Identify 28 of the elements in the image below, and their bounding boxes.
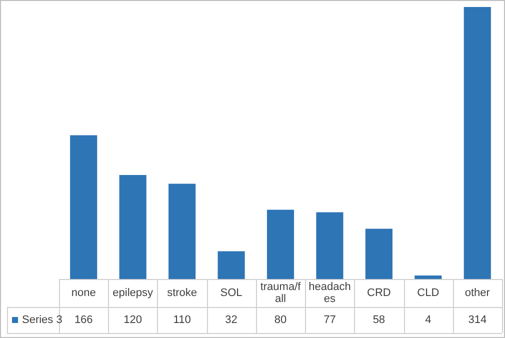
x-tick-label: SOL [220, 287, 242, 300]
bar [414, 276, 442, 279]
x-tick-label: other [464, 287, 490, 300]
data-label: 110 [173, 314, 191, 326]
data-label: 166 [74, 314, 93, 326]
data-label: 314 [468, 314, 487, 326]
data-label: 32 [225, 314, 238, 326]
data-label: 4 [425, 314, 432, 326]
legend-label: Series 3 [22, 314, 62, 326]
x-tick-label: CLD [417, 287, 440, 300]
x-tick-label: none [71, 287, 96, 300]
bar [168, 184, 196, 279]
data-label: 77 [324, 314, 336, 326]
bar [365, 228, 392, 279]
data-label: 80 [274, 314, 287, 326]
bar [218, 251, 245, 279]
bar [70, 135, 98, 279]
x-tick-label: headaches [308, 281, 351, 306]
x-tick-label: CRD [367, 287, 391, 300]
x-tick-label: stroke [167, 287, 198, 300]
bar [464, 7, 491, 279]
data-label: 58 [372, 314, 386, 326]
bar [266, 210, 294, 279]
bar [316, 212, 344, 279]
data-label: 120 [124, 314, 142, 326]
x-tick-label: trauma/fall [260, 281, 302, 306]
bar [119, 175, 146, 279]
x-tick-label: epilepsy [112, 287, 154, 300]
